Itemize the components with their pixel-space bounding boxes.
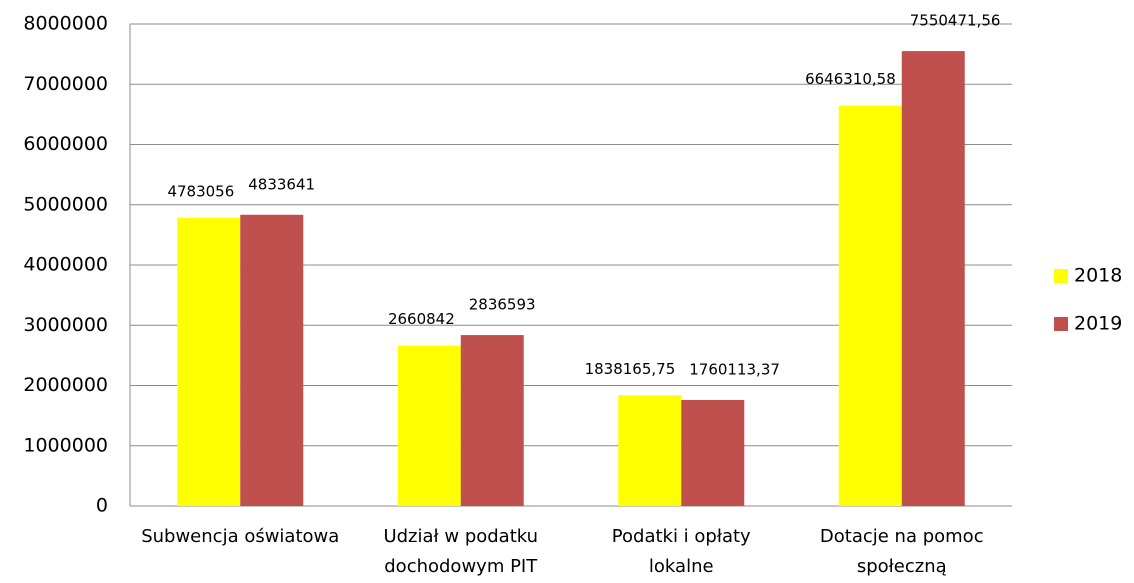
data-label: 1838165,75 [585, 360, 676, 378]
y-tick-label: 8000000 [23, 13, 108, 35]
y-tick-label: 2000000 [23, 374, 108, 396]
bar [177, 217, 241, 507]
data-label: 2660842 [388, 310, 455, 328]
bar [901, 51, 965, 507]
y-tick-label: 5000000 [23, 193, 108, 215]
data-label: 4833641 [248, 175, 315, 193]
data-label: 6646310,58 [805, 70, 896, 88]
data-label: 2836593 [469, 296, 536, 314]
x-tick-label: Dotacje na pomoc społeczną [819, 526, 984, 577]
y-tick-label: 6000000 [23, 133, 108, 155]
bar [838, 105, 902, 506]
legend-swatch [1054, 317, 1068, 331]
data-label: 7550471,56 [910, 12, 1001, 30]
y-tick-label: 1000000 [23, 434, 108, 456]
bar [397, 345, 461, 506]
x-tick-label: Podatki i opłaty lokalne [611, 526, 751, 577]
bar [460, 335, 524, 506]
x-tick-label: Udział w podatku dochodowym PIT [383, 526, 539, 577]
y-tick-label: 7000000 [23, 73, 108, 95]
legend-label: 2019 [1074, 313, 1122, 335]
legend-label: 2018 [1074, 265, 1122, 287]
y-tick-label: 4000000 [23, 254, 108, 276]
y-tick-label: 3000000 [23, 314, 108, 336]
bar [681, 399, 745, 506]
data-label: 1760113,37 [689, 360, 780, 378]
bar [240, 214, 304, 506]
y-tick-label: 0 [96, 495, 108, 517]
legend-swatch [1054, 269, 1068, 283]
bar [618, 395, 682, 506]
x-tick-label: Subwencja oświatowa [141, 526, 340, 547]
data-label: 4783056 [167, 182, 234, 200]
